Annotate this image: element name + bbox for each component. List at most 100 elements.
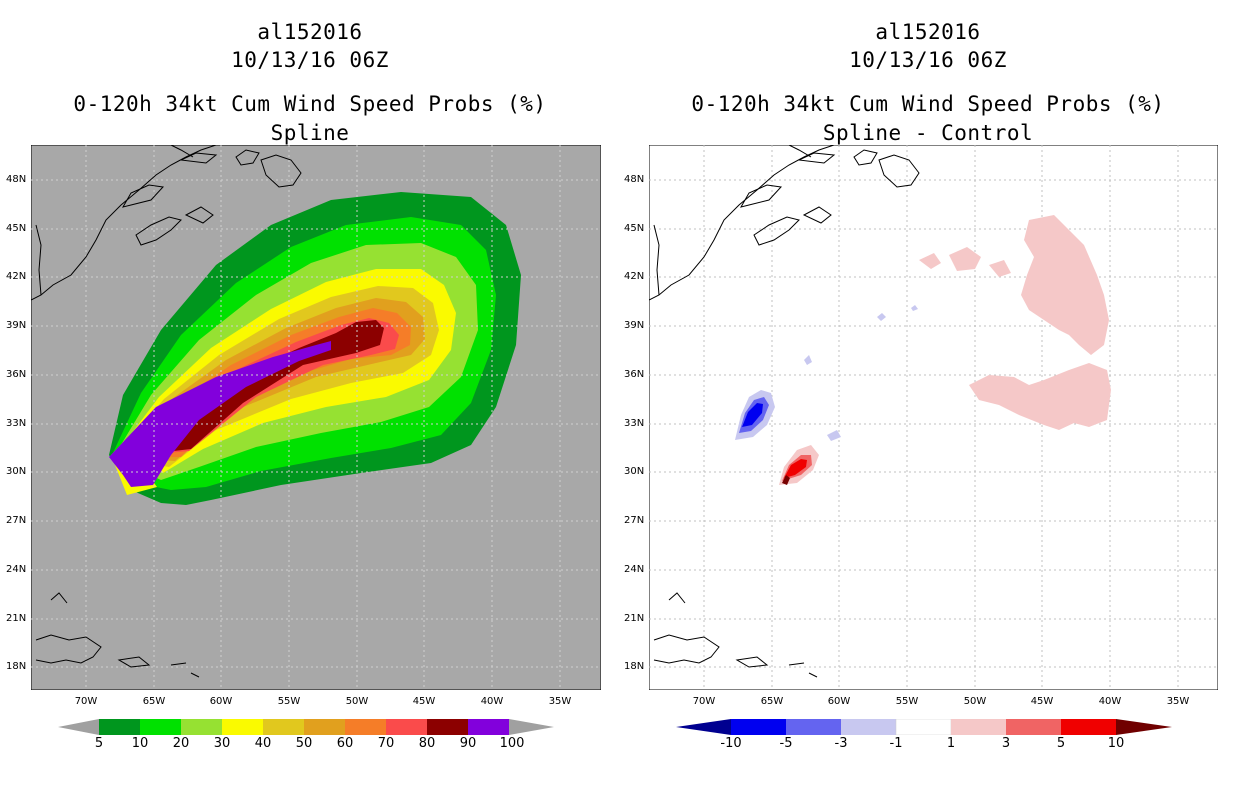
left-colorbar-bin-70-80	[386, 719, 427, 735]
left-colorbar-bin-20-30	[181, 719, 222, 735]
left-colorbar-low-extend	[58, 719, 99, 735]
left-colorbar-label-10: 10	[131, 736, 149, 751]
left-colorbar-label-5: 5	[94, 736, 104, 751]
left-lon-label-40W: 40W	[480, 696, 504, 707]
right-lat-label-42N: 42N	[624, 271, 645, 282]
right-lat-label-33N: 33N	[624, 418, 645, 429]
right-colorbar-bin-5-10	[1061, 719, 1116, 735]
diff-pos-small-blob	[919, 253, 941, 269]
left-colorbar-bin-80-90	[427, 719, 468, 735]
left-colorbar-label-100: 100	[499, 736, 525, 751]
left-lat-label-33N: 33N	[6, 418, 27, 429]
right-lat-label-21N: 21N	[624, 613, 645, 624]
left-lat-label-18N: 18N	[6, 661, 27, 672]
right-map	[649, 145, 1218, 690]
right-colorbar-label-neg10: -10	[720, 736, 742, 751]
left-lat-label-48N: 48N	[6, 174, 27, 185]
right-colorbar-high-extend	[1116, 719, 1172, 735]
diff-neg-patch-4	[827, 430, 841, 441]
diff-neg-patch-2	[911, 305, 918, 311]
diff-pos-strong	[784, 459, 807, 478]
left-lat-label-21N: 21N	[6, 613, 27, 624]
right-colorbar-label-3: 3	[1001, 736, 1011, 751]
left-colorbar-label-90: 90	[459, 736, 477, 751]
right-map-panel	[649, 145, 1218, 690]
left-colorbar-bin-5-10	[99, 719, 140, 735]
left-lon-label-45W: 45W	[412, 696, 436, 707]
left-colorbar-high-extend	[509, 719, 554, 735]
left-lon-label-70W: 70W	[74, 696, 98, 707]
right-colorbar-bin-neg3-neg1	[841, 719, 896, 735]
right-lon-label-65W: 65W	[760, 696, 784, 707]
right-lon-label-60W: 60W	[827, 696, 851, 707]
left-colorbar-label-80: 80	[418, 736, 436, 751]
right-lat-label-45N: 45N	[624, 223, 645, 234]
left-subtitle: Spline	[270, 121, 350, 145]
diff-neg-strong	[742, 403, 763, 427]
diff-pos-small-region	[969, 363, 1111, 430]
left-lat-label-27N: 27N	[6, 515, 27, 526]
diff-neg-patch-3	[804, 355, 812, 365]
left-coastlines	[31, 145, 302, 678]
left-lat-label-45N: 45N	[6, 223, 27, 234]
left-lon-label-60W: 60W	[209, 696, 233, 707]
left-colorbar-bin-40-50	[263, 719, 304, 735]
right-coastlines	[649, 145, 920, 678]
right-lon-label-50W: 50W	[963, 696, 987, 707]
right-storm-id: al152016	[875, 20, 981, 44]
left-lat-label-30N: 30N	[6, 466, 27, 477]
right-colorbar-label-10: 10	[1107, 736, 1125, 751]
diff-pos-upper-region	[1021, 215, 1109, 355]
right-lat-label-24N: 24N	[624, 564, 645, 575]
left-colorbar-bin-60-70	[345, 719, 386, 735]
right-colorbar-label-neg5: -5	[779, 736, 793, 751]
left-lat-label-24N: 24N	[6, 564, 27, 575]
left-colorbar-label-60: 60	[336, 736, 354, 751]
right-difference-contours	[735, 215, 1111, 485]
right-map-background	[649, 145, 1218, 690]
right-lon-label-40W: 40W	[1098, 696, 1122, 707]
right-lat-label-30N: 30N	[624, 466, 645, 477]
right-lat-label-39N: 39N	[624, 320, 645, 331]
right-colorbar-label-neg3: -3	[834, 736, 848, 751]
right-colorbar-bin-neg10-neg5	[731, 719, 786, 735]
right-lat-label-48N: 48N	[624, 174, 645, 185]
left-lon-label-55W: 55W	[277, 696, 301, 707]
right-lon-label-45W: 45W	[1030, 696, 1054, 707]
left-probability-contours	[109, 192, 521, 505]
right-lat-label-18N: 18N	[624, 661, 645, 672]
diff-pos-west-blob	[949, 247, 981, 271]
left-lat-label-42N: 42N	[6, 271, 27, 282]
left-product-title: 0-120h 34kt Cum Wind Speed Probs (%)	[73, 92, 547, 116]
left-colorbar	[58, 719, 554, 735]
left-lat-label-36N: 36N	[6, 369, 27, 380]
left-colorbar-label-50: 50	[295, 736, 313, 751]
left-colorbar-label-20: 20	[172, 736, 190, 751]
left-lon-label-50W: 50W	[345, 696, 369, 707]
right-date: 10/13/16 06Z	[849, 48, 1007, 72]
diff-pos-north-blob	[989, 260, 1011, 277]
left-storm-id: al152016	[257, 20, 363, 44]
right-colorbar-bin-neg1-1	[895, 719, 952, 735]
right-colorbar-bin-neg5-neg3	[786, 719, 841, 735]
right-lat-label-36N: 36N	[624, 369, 645, 380]
left-colorbar-label-40: 40	[254, 736, 272, 751]
right-lon-label-70W: 70W	[692, 696, 716, 707]
left-colorbar-bin-30-40	[222, 719, 263, 735]
right-colorbar-bin-1-3	[951, 719, 1006, 735]
left-lon-label-65W: 65W	[142, 696, 166, 707]
right-lat-label-27N: 27N	[624, 515, 645, 526]
left-map-panel	[31, 145, 601, 690]
left-lat-label-39N: 39N	[6, 320, 27, 331]
left-lon-label-35W: 35W	[548, 696, 572, 707]
right-lon-label-35W: 35W	[1166, 696, 1190, 707]
left-grid	[31, 145, 601, 690]
left-date: 10/13/16 06Z	[231, 48, 389, 72]
right-colorbar-label-neg1: -1	[889, 736, 903, 751]
left-colorbar-bin-10-20	[140, 719, 181, 735]
left-colorbar-bin-90-100	[468, 719, 509, 735]
left-colorbar-bin-50-60	[304, 719, 345, 735]
left-colorbar-label-70: 70	[377, 736, 395, 751]
diff-neg-patch-1	[877, 313, 886, 321]
right-colorbar-low-extend	[676, 719, 731, 735]
